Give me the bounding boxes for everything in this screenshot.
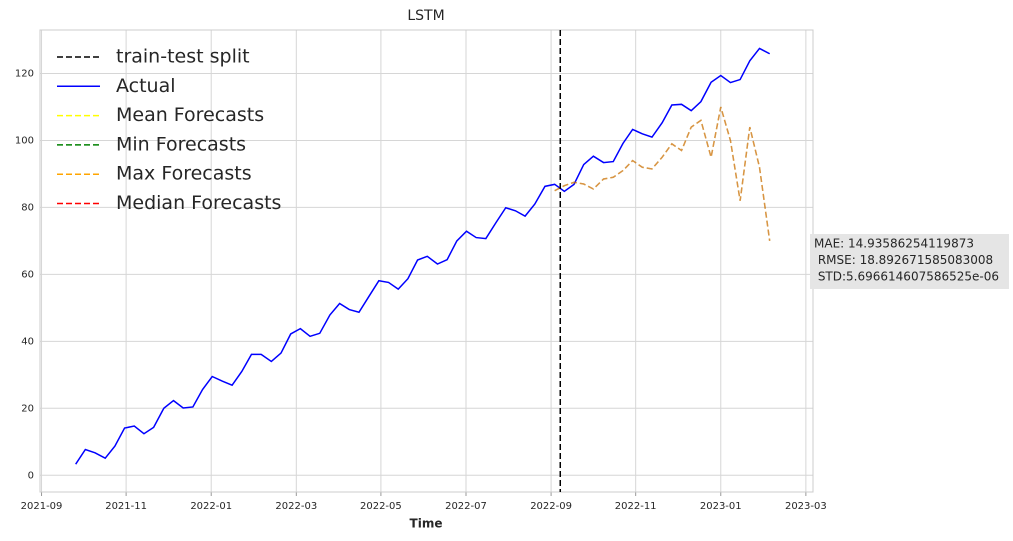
legend-label: Min Forecasts xyxy=(116,133,246,155)
series-line xyxy=(554,106,771,242)
y-tick-label: 60 xyxy=(21,269,34,280)
y-tick-label: 0 xyxy=(28,470,34,481)
x-tick-label: 2023-01 xyxy=(700,501,742,512)
x-tick-label: 2021-11 xyxy=(105,501,147,512)
metrics-box: MAE: 14.93586254119873 RMSE: 18.89267158… xyxy=(810,234,1009,289)
series-line xyxy=(554,106,771,242)
y-tick-label: 120 xyxy=(15,69,34,80)
metrics-text: RMSE: 18.892671585083008 xyxy=(814,253,993,267)
metrics-box-bg xyxy=(810,234,1009,289)
legend-label: train-test split xyxy=(116,46,250,68)
x-tick-label: 2022-05 xyxy=(360,501,402,512)
legend-label: Actual xyxy=(116,75,176,97)
x-axis-label: Time xyxy=(410,517,443,531)
x-tick-label: 2022-07 xyxy=(445,501,487,512)
y-tick-label: 20 xyxy=(21,403,34,414)
x-tick-label: 2021-09 xyxy=(21,501,63,512)
legend-label: Mean Forecasts xyxy=(116,104,264,126)
legend-label: Max Forecasts xyxy=(116,163,252,185)
y-tick-label: 100 xyxy=(15,135,34,146)
x-tick-label: 2023-03 xyxy=(785,501,827,512)
x-tick-label: 2022-11 xyxy=(615,501,657,512)
series-line xyxy=(554,106,771,242)
metrics-text: STD:5.696614607586525e-06 xyxy=(814,270,999,284)
legend-label: Median Forecasts xyxy=(116,192,281,214)
y-tick-label: 40 xyxy=(21,336,34,347)
series-line xyxy=(554,106,771,242)
chart-title: LSTM xyxy=(407,8,444,24)
series-line xyxy=(75,47,771,465)
x-tick-label: 2022-09 xyxy=(530,501,572,512)
x-tick-label: 2022-01 xyxy=(190,501,232,512)
metrics-text: MAE: 14.93586254119873 xyxy=(814,237,974,251)
y-tick-label: 80 xyxy=(21,202,34,213)
x-tick-label: 2022-03 xyxy=(275,501,317,512)
